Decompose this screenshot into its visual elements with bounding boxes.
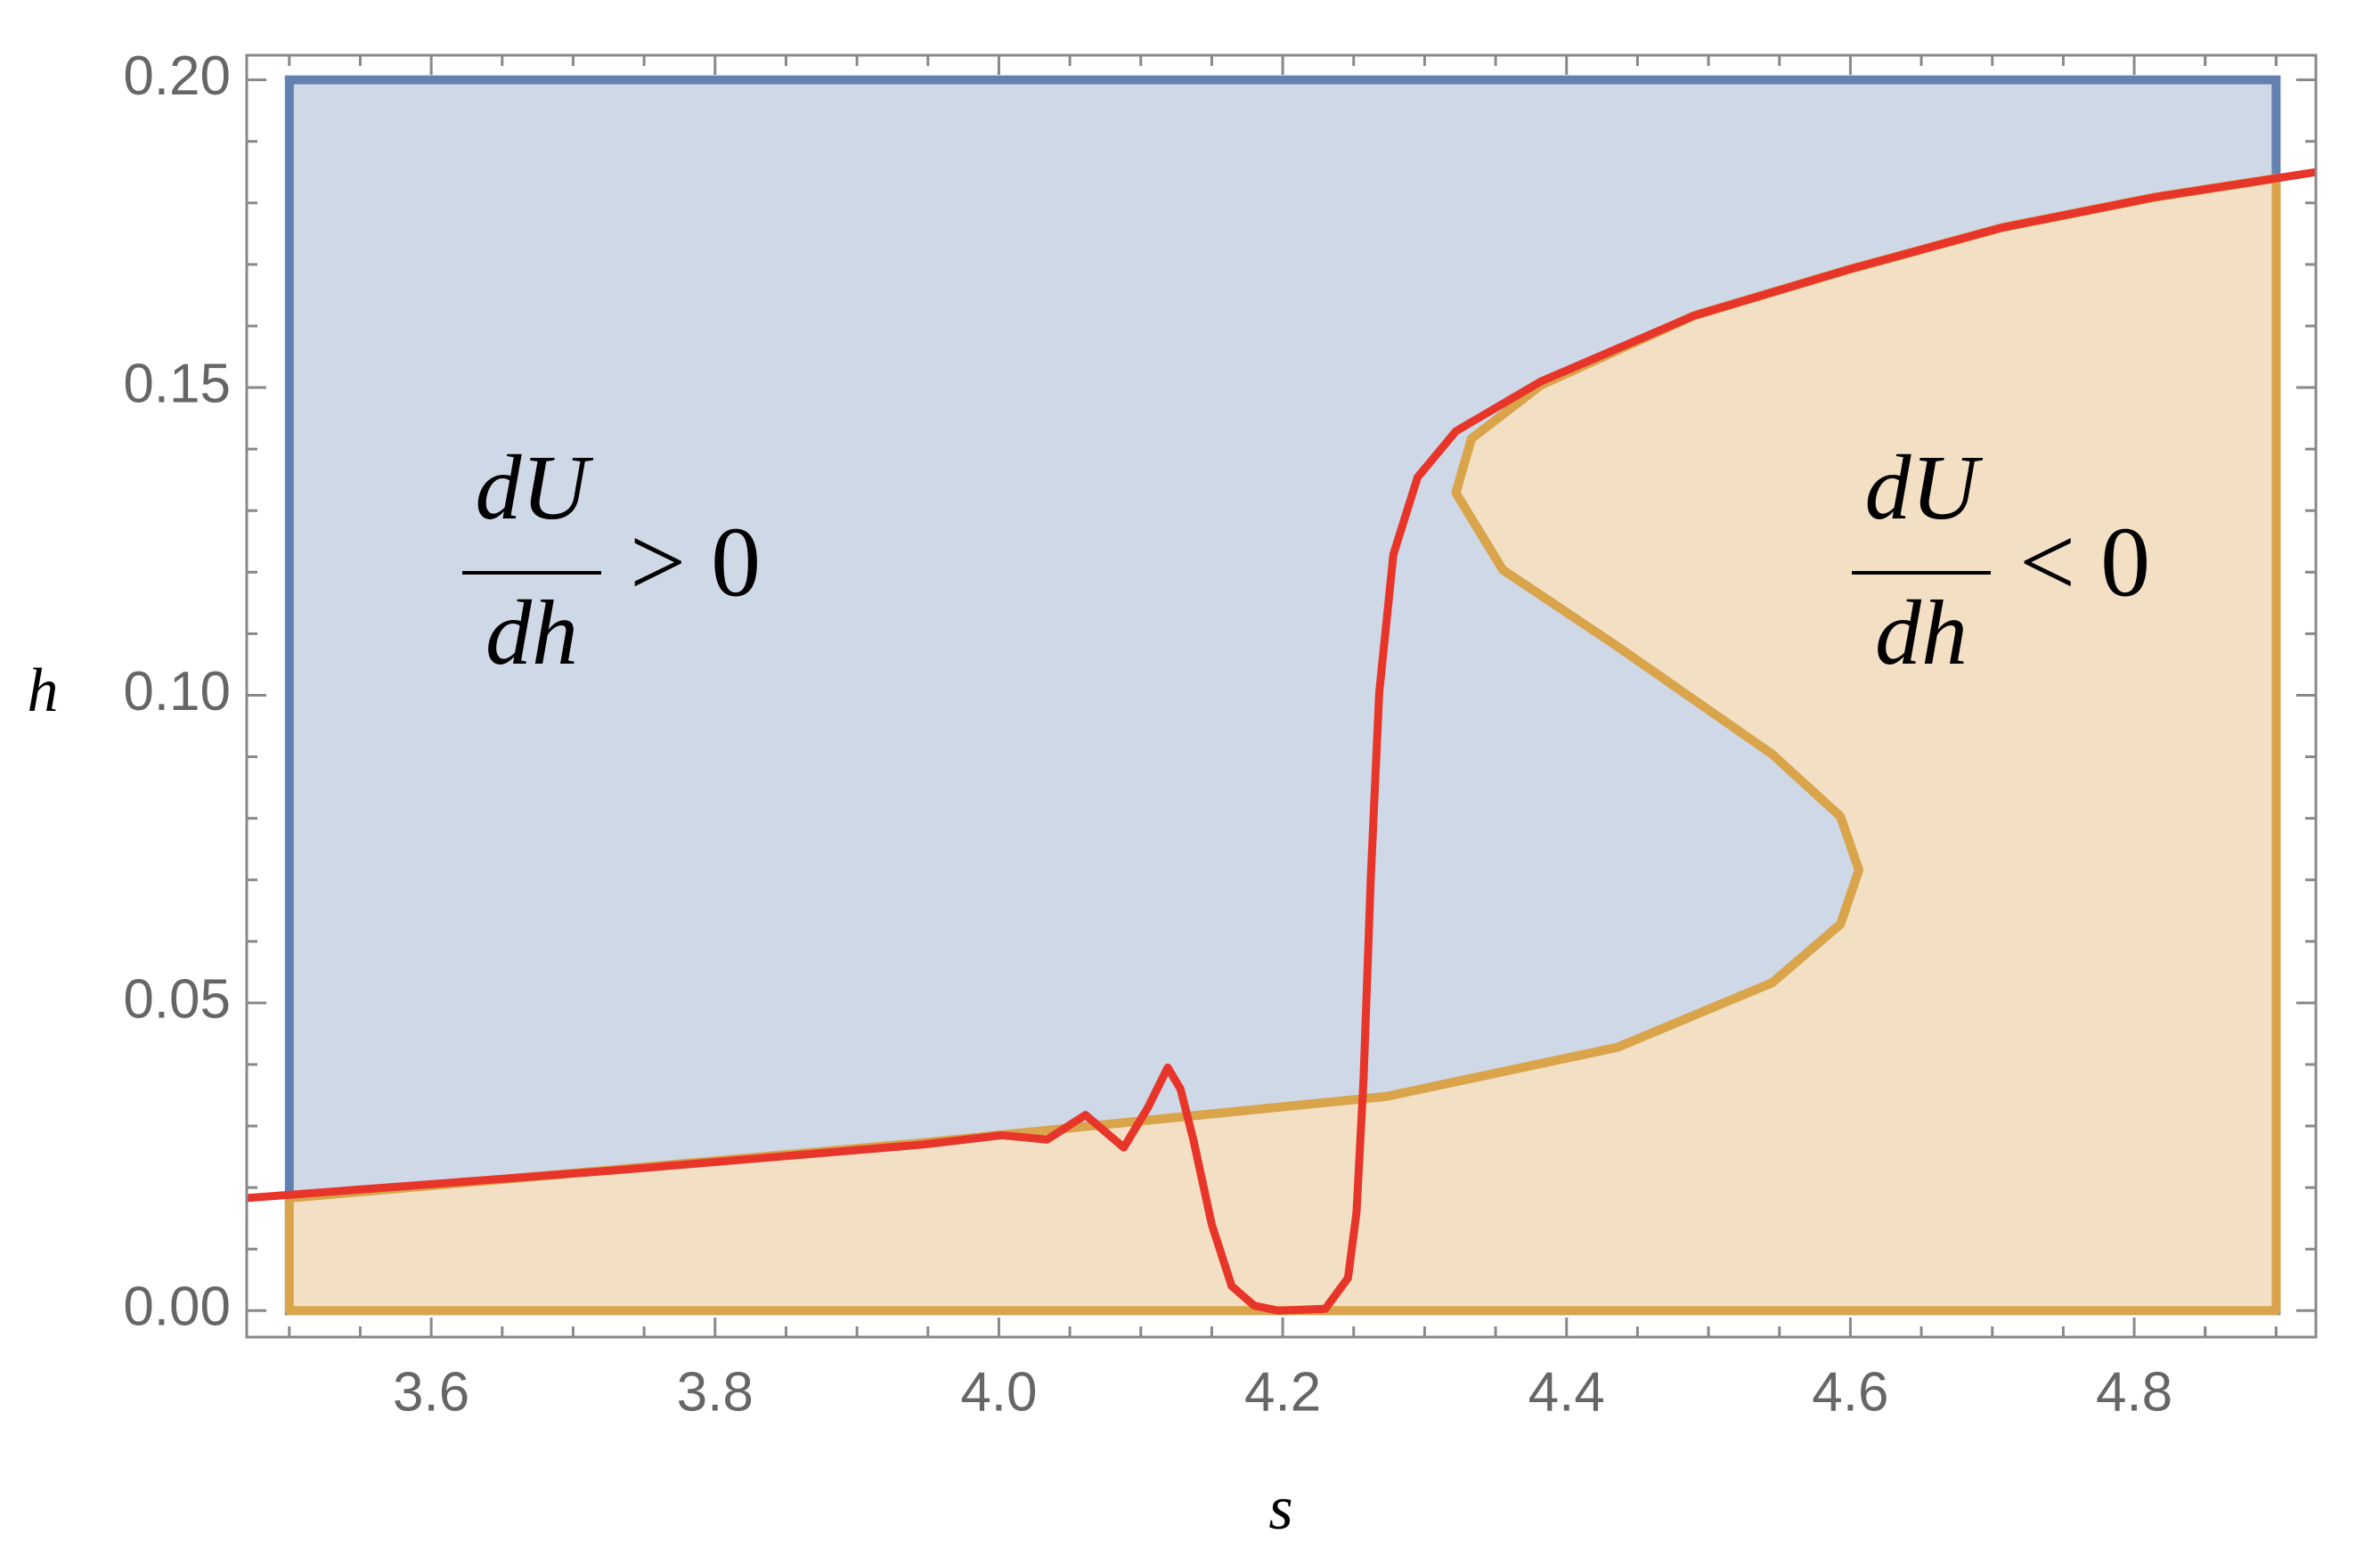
x-tick-label: 4.4: [1528, 1361, 1605, 1423]
plot-area: [247, 75, 2316, 1316]
annotation-denominator: dh: [485, 582, 578, 684]
x-tick-label: 3.6: [393, 1361, 469, 1423]
y-tick-label: 0.00: [123, 1277, 231, 1338]
y-tick-label: 0.05: [123, 968, 231, 1030]
y-axis-label: h: [28, 657, 59, 725]
annotation-denominator: dh: [1875, 582, 1968, 684]
x-tick-label: 3.8: [677, 1361, 754, 1423]
x-tick-label: 4.2: [1244, 1361, 1321, 1423]
annotation-relation: < 0: [2019, 508, 2150, 618]
x-tick-label: 4.8: [2096, 1361, 2172, 1423]
annotation-relation: > 0: [630, 508, 761, 618]
y-tick-label: 0.15: [123, 353, 231, 414]
annotation-numerator: dU: [1864, 436, 1983, 539]
red-curve: [247, 167, 2316, 1315]
x-axis-label: s: [1268, 1474, 1292, 1543]
x-tick-label: 4.0: [960, 1361, 1037, 1423]
y-tick-label: 0.20: [123, 45, 231, 107]
x-tick-label: 4.6: [1812, 1361, 1888, 1423]
annotation-numerator: dU: [475, 436, 593, 539]
y-tick-label: 0.10: [123, 661, 231, 722]
